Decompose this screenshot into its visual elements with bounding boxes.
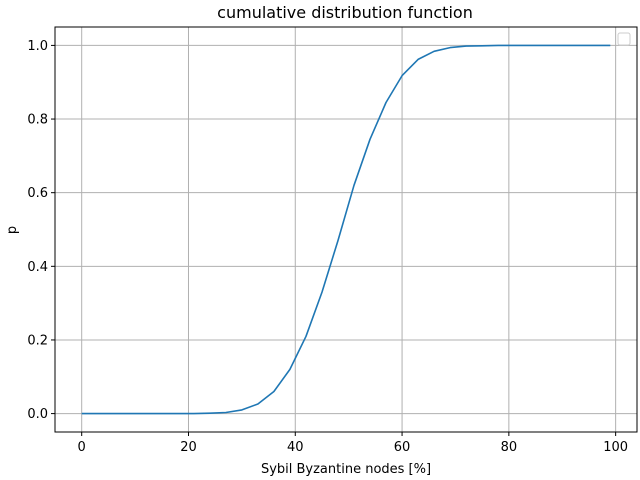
series-layer <box>81 44 611 415</box>
y-tick-label-3: 0.6 <box>27 186 48 201</box>
y-tick-label-2: 0.4 <box>27 260 48 275</box>
chart-title: cumulative distribution function <box>217 3 473 22</box>
series-line-0 <box>81 44 611 415</box>
y-tick-label-0: 0.0 <box>27 407 48 422</box>
legend-box <box>617 32 631 46</box>
x-tick-label-5: 100 <box>603 440 628 455</box>
x-tick-label-0: 0 <box>78 440 86 455</box>
x-tick-label-2: 40 <box>287 440 304 455</box>
y-tick-label-1: 0.2 <box>27 333 48 348</box>
ticks: 0 20 40 60 80 100 0.0 0.2 0.4 0.6 0.8 1.0 <box>27 39 628 455</box>
x-axis-label: Sybil Byzantine nodes [%] <box>261 462 431 477</box>
y-axis-label: p <box>5 226 20 234</box>
plot-frame <box>54 26 638 433</box>
x-tick-label-3: 60 <box>394 440 411 455</box>
y-tick-label-5: 1.0 <box>27 39 48 54</box>
y-tick-label-4: 0.8 <box>27 113 48 128</box>
x-tick-label-4: 80 <box>501 440 518 455</box>
x-tick-label-1: 20 <box>180 440 197 455</box>
